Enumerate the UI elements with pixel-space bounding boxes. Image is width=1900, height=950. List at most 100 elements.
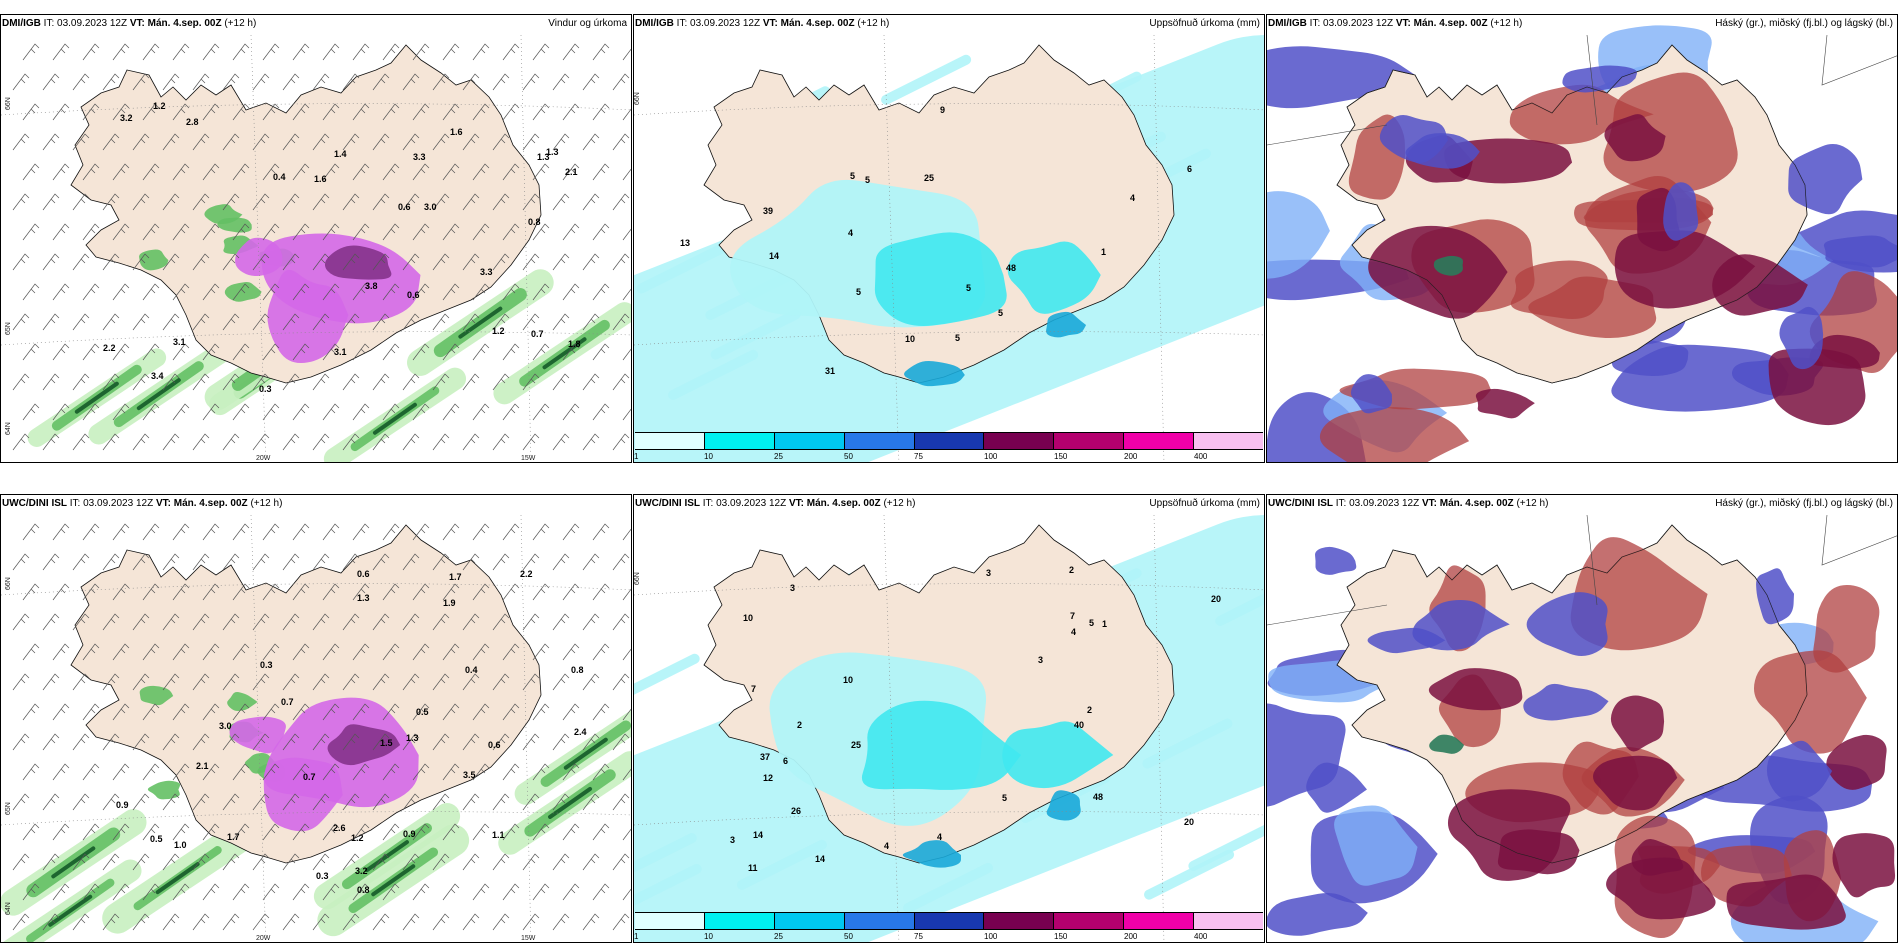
wind-barb	[82, 343, 100, 361]
field-value-label: 14	[815, 854, 825, 864]
field-value-label: 2	[1087, 705, 1092, 715]
wind-barb	[462, 793, 480, 811]
wind-barb	[192, 673, 210, 691]
field-value-label: 1.9	[443, 598, 456, 608]
wind-barb	[222, 73, 240, 91]
wind-barb	[262, 403, 280, 421]
wind-barb	[402, 433, 420, 451]
field-value-label: 1.8	[568, 339, 581, 349]
low-cloud	[1379, 115, 1449, 163]
wind-barb	[142, 223, 160, 241]
wind-barb	[132, 673, 150, 691]
heavy-precip-area	[263, 757, 343, 832]
wind-barb	[192, 613, 210, 631]
wind-barb	[442, 343, 460, 361]
precip-band-heavy	[372, 402, 417, 435]
wind-barb	[232, 523, 250, 541]
wind-barb	[552, 193, 570, 211]
low-cloud	[1766, 740, 1833, 802]
wind-barb	[532, 583, 550, 601]
high-cloud	[1753, 650, 1867, 754]
wind-barb	[472, 43, 490, 61]
wind-barb	[162, 373, 180, 391]
accum-streak	[634, 653, 700, 695]
wind-barb	[82, 103, 100, 121]
low-cloud-thin	[1267, 191, 1330, 279]
wind-barb	[622, 888, 631, 901]
wind-barb	[472, 223, 490, 241]
field-value-label: 39	[763, 206, 773, 216]
lead-time: (+12 h)	[883, 498, 916, 509]
wind-barb	[142, 523, 160, 541]
field-value-label: 4	[1071, 627, 1076, 637]
wind-barb	[352, 643, 370, 661]
wind-barb	[292, 643, 310, 661]
accum-field-heavy	[1046, 790, 1081, 821]
wind-barb	[292, 823, 310, 841]
wind-barb	[322, 703, 340, 721]
wind-barb	[132, 853, 150, 871]
field-value-label: 0.4	[465, 665, 478, 675]
wind-barb	[132, 73, 150, 91]
wind-barb	[192, 733, 210, 751]
wind-barb	[382, 643, 400, 661]
accum-streak	[668, 349, 759, 400]
accum-streak	[881, 54, 972, 105]
graticule	[1, 34, 631, 462]
wind-barb	[472, 703, 490, 721]
precip-band-heavy	[74, 381, 119, 414]
precip-area	[139, 685, 174, 706]
heavy-precip-area	[235, 237, 283, 277]
colorbar-tick: 150	[1054, 932, 1068, 941]
field-value-label: 4	[937, 832, 942, 842]
colorbar-segment	[844, 913, 915, 929]
panel-header: DMI/IGB IT: 03.09.2023 12Z VT: Mán. 4.se…	[1268, 18, 1893, 30]
wind-barb	[142, 343, 160, 361]
colorbar-tick: 25	[774, 932, 783, 941]
wind-barb	[582, 433, 600, 451]
wind-barb	[232, 283, 250, 301]
wind-barb	[82, 223, 100, 241]
wind-barb	[312, 793, 330, 811]
wind-barb	[262, 103, 280, 121]
wind-barb	[442, 763, 460, 781]
wind-barb	[292, 523, 310, 541]
wind-barb	[412, 283, 430, 301]
wind-barb	[102, 193, 120, 211]
wind-barb	[432, 733, 450, 751]
wind-barb	[52, 103, 70, 121]
wind-barb	[262, 763, 280, 781]
colorbar-segment	[914, 913, 985, 929]
wind-barb	[562, 43, 580, 61]
lat-label: 65N	[5, 802, 12, 815]
wind-barb	[622, 588, 631, 601]
field-value-label: 3.1	[334, 347, 347, 357]
field-value-label: 48	[1093, 792, 1103, 802]
wind-barb	[42, 673, 60, 691]
wind-barb	[112, 583, 130, 601]
wind-barb	[172, 43, 190, 61]
wind-barb	[412, 643, 430, 661]
field-value-label: 2.6	[333, 823, 346, 833]
wind-barb	[522, 73, 540, 91]
init-time: 03.09.2023 12Z	[57, 18, 128, 29]
field-value-label: 1.3	[406, 733, 419, 743]
mid-cloud	[1475, 388, 1535, 419]
wind-barb	[472, 643, 490, 661]
lat-label: 66N	[634, 572, 641, 585]
wind-barb	[532, 403, 550, 421]
wind-barb	[432, 253, 450, 271]
wind-barb	[42, 853, 60, 871]
wind-barb	[582, 73, 600, 91]
wind-barb	[622, 528, 631, 541]
wind-barb	[342, 373, 360, 391]
wind-barb	[432, 673, 450, 691]
wind-barb	[202, 403, 220, 421]
wind-barb	[552, 433, 570, 451]
wind-barb	[102, 913, 120, 931]
wind-barb	[232, 703, 250, 721]
wind-barb	[442, 163, 460, 181]
wind-barb	[352, 883, 370, 901]
model-source: UWC/DINI ISL	[2, 498, 67, 509]
accum-field-heavy	[904, 361, 965, 387]
